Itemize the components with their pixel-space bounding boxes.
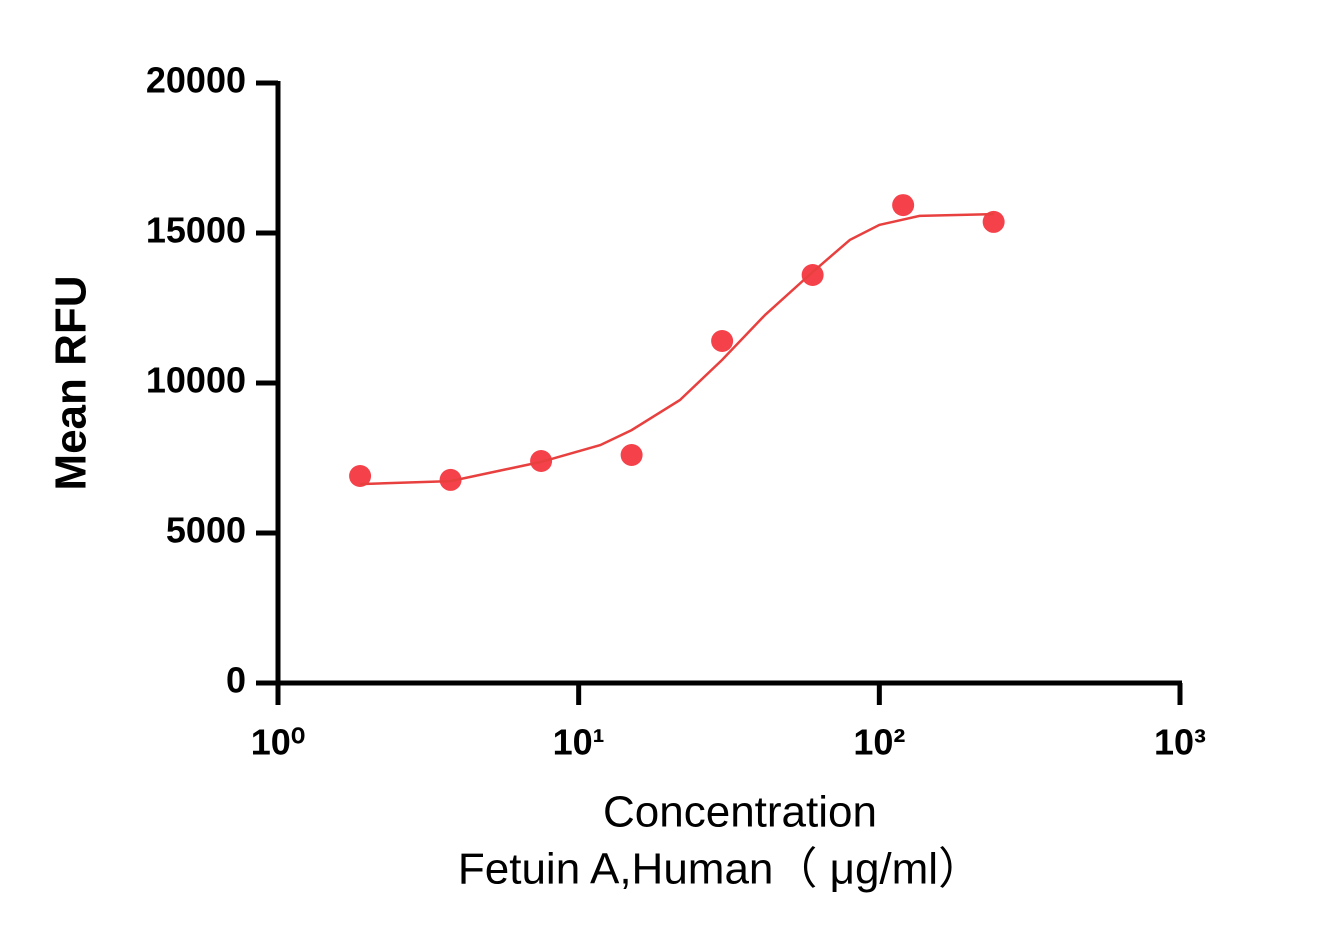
- x-axis-label: Concentration: [603, 788, 877, 837]
- y-tick-label: 0: [226, 660, 246, 701]
- data-point: [711, 330, 734, 352]
- x-tick-label: 10²: [853, 722, 905, 763]
- data-point: [982, 210, 1005, 233]
- x-tick-label: 10¹: [553, 722, 605, 763]
- fit-curve: [360, 212, 994, 486]
- data-point: [892, 194, 915, 217]
- data-point: [620, 444, 643, 466]
- x-tick-label: 10⁰: [251, 722, 305, 763]
- y-axis-label: Mean RFU: [47, 275, 96, 490]
- y-tick-label: 15000: [146, 210, 246, 251]
- data-point: [349, 465, 372, 487]
- y-tick-label: 10000: [146, 360, 246, 401]
- data-point: [801, 264, 824, 286]
- x-tick-label: 10³: [1154, 722, 1206, 763]
- y-tick-label: 5000: [166, 510, 246, 551]
- x-axis-label-2: Fetuin A,Human（ μg/ml）: [458, 845, 982, 894]
- y-tick-label: 20000: [146, 60, 246, 101]
